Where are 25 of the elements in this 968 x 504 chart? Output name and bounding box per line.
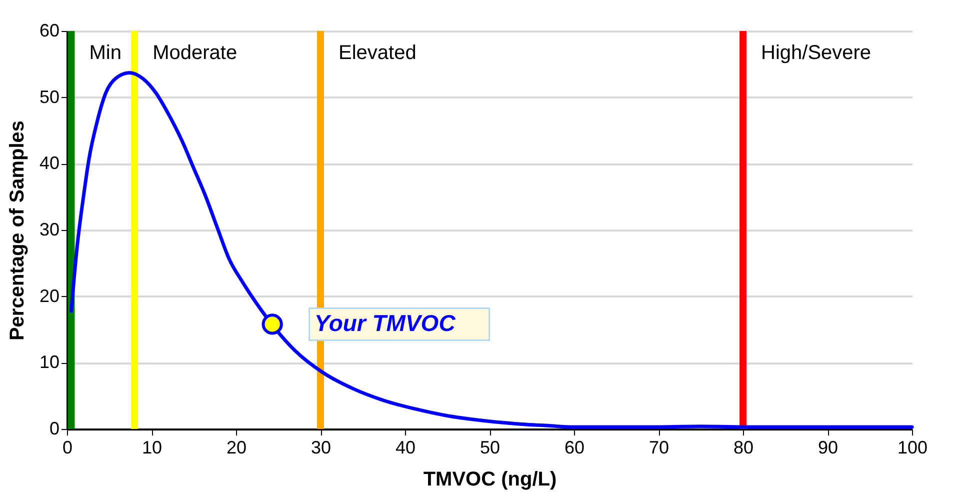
ref-line-label: High/Severe xyxy=(761,42,872,64)
annotation: Your TMVOC xyxy=(314,310,456,336)
y-tick-label: 0 xyxy=(49,418,60,438)
x-tick-label: 90 xyxy=(818,438,838,458)
x-axis-title: TMVOC (ng/L) xyxy=(423,468,557,490)
y-tick-label: 30 xyxy=(39,220,60,240)
y-tick-label: 60 xyxy=(39,20,60,40)
y-axis-title: Percentage of Samples xyxy=(6,120,28,341)
y-tick-label: 20 xyxy=(39,286,60,306)
ref-line-label: Min xyxy=(89,42,122,64)
x-tick-label: 40 xyxy=(395,438,416,458)
x-tick-label: 10 xyxy=(142,438,162,458)
y-tick-label: 50 xyxy=(39,86,60,107)
x-tick-label: 0 xyxy=(62,438,73,458)
x-tick-label: 100 xyxy=(897,438,928,458)
x-tick-label: 30 xyxy=(310,438,332,458)
x-tick-label: 70 xyxy=(648,438,670,458)
x-tick-label: 80 xyxy=(733,438,754,458)
x-tick-label: 50 xyxy=(480,438,500,458)
ref-line-label: Elevated xyxy=(338,42,416,64)
y-tick-label: 40 xyxy=(39,153,60,174)
x-tick-label: 20 xyxy=(226,438,247,458)
y-tick-label: 10 xyxy=(39,352,60,372)
ref-line-label: Moderate xyxy=(152,42,238,64)
x-tick-label: 60 xyxy=(564,438,585,458)
